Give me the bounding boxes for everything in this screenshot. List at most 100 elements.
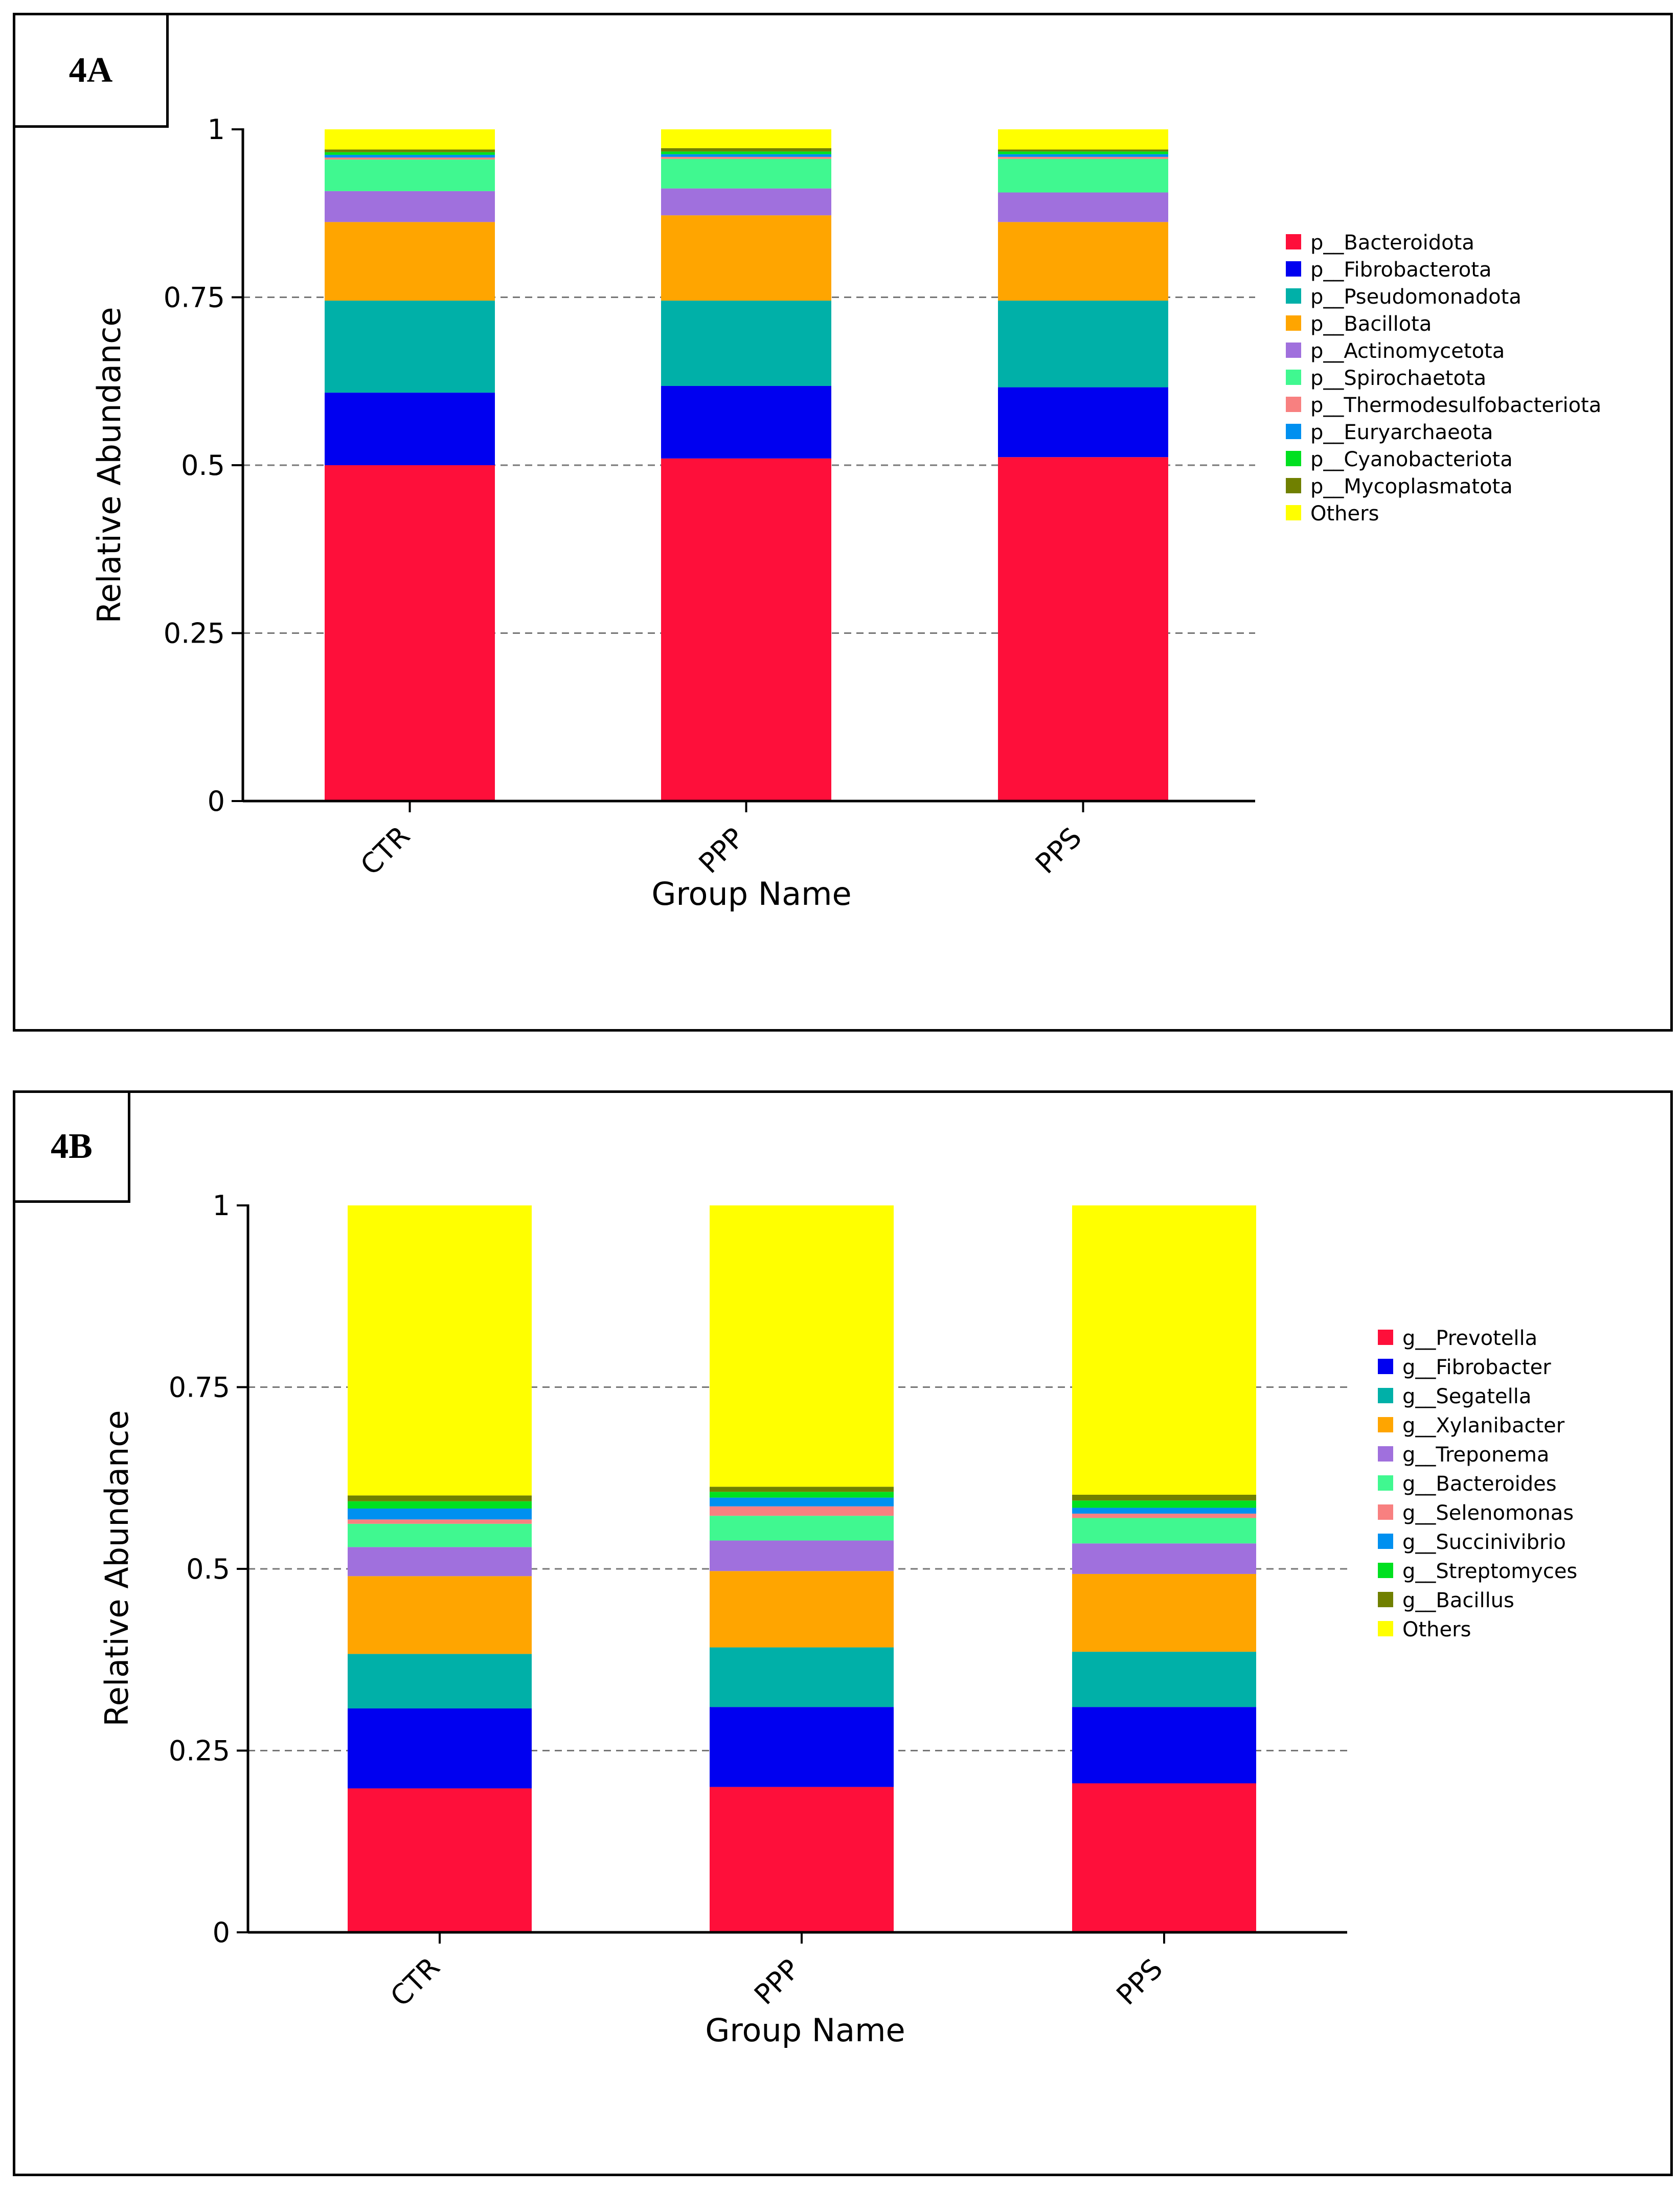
- bar-segment-ctr-g-treponema: [348, 1547, 532, 1577]
- bar-segment-pps-g-segatella: [1072, 1652, 1256, 1707]
- bar-segment-ctr-p-bacteroidota: [325, 465, 495, 801]
- legend-swatch: [1286, 451, 1301, 466]
- legend-swatch: [1286, 397, 1301, 412]
- x-tick-label-pps: PPS: [1029, 821, 1088, 880]
- y-tick-label-0.5: 0.5: [181, 449, 225, 482]
- legend-label-p-mycoplasmatota: p__Mycoplasmatota: [1310, 475, 1513, 498]
- bar-segment-pps-g-streptomyces: [1072, 1500, 1256, 1508]
- legend-swatch: [1378, 1475, 1393, 1491]
- bar-segment-pps-p-thermodesulfobacteriota: [998, 156, 1168, 159]
- bar-segment-ppp-others: [661, 129, 831, 148]
- legend-label-p-bacteroidota: p__Bacteroidota: [1310, 231, 1474, 255]
- legend-label-others: Others: [1310, 502, 1379, 526]
- y-tick-label-1: 1: [213, 1190, 230, 1222]
- legend-label-p-thermodesulfobacteriota: p__Thermodesulfobacteriota: [1310, 394, 1601, 417]
- legend-label-p-euryarchaeota: p__Euryarchaeota: [1310, 421, 1493, 444]
- legend-label-g-succinivibrio: g__Succinivibrio: [1402, 1531, 1566, 1554]
- bar-segment-pps-g-bacillus: [1072, 1494, 1256, 1501]
- y-tick-label-1: 1: [208, 113, 225, 146]
- bar-segment-ppp-p-spirochaetota: [661, 158, 831, 189]
- bar-segment-ppp-g-bacteroides: [710, 1516, 894, 1541]
- legend-swatch: [1286, 505, 1301, 520]
- x-tick-label-ppp: PPP: [693, 821, 751, 880]
- bar-segment-pps-p-bacillota: [998, 222, 1168, 301]
- legend-swatch: [1378, 1621, 1393, 1636]
- bar-segment-pps-g-treponema: [1072, 1543, 1256, 1574]
- legend-label-g-fibrobacter: g__Fibrobacter: [1402, 1356, 1551, 1379]
- bar-segment-ctr-p-cyanobacteriota: [325, 152, 495, 155]
- legend-label-p-pseudomonadota: p__Pseudomonadota: [1310, 285, 1522, 309]
- panel-4b: 4B CTR PPP PPS 0 0.25 0.5 0.75 1 Group Name Relat…: [13, 1090, 1673, 2176]
- stacked-bar-chart-genus: CTR PPP PPS 0 0.25 0.5 0.75 1 Group Name Relative…: [98, 1190, 1577, 2049]
- x-tick-label-ctr: CTR: [354, 819, 416, 881]
- bar-segment-ctr-p-mycoplasmatota: [325, 149, 495, 152]
- y-tick-label-0: 0: [213, 1916, 230, 1949]
- y-axis-title: Relative Abundance: [98, 1410, 135, 1727]
- bar-segment-ctr-p-bacillota: [325, 222, 495, 301]
- bar-segment-pps-p-pseudomonadota: [998, 301, 1168, 387]
- legend-label-g-prevotella: g__Prevotella: [1402, 1327, 1537, 1350]
- panel-4a: 4A CTR PPP PPS 0 0.25 0.5 0.75 1 Group Name Relat…: [13, 13, 1673, 1032]
- x-tick-label-ctr: CTR: [384, 1951, 446, 2013]
- bar-segment-ctr-p-euryarchaeota: [325, 154, 495, 158]
- bar-segment-ppp-p-thermodesulfobacteriota: [661, 156, 831, 159]
- stacked-bar-chart-phylum: CTR PPP PPS 0 0.25 0.5 0.75 1 Group Name Relative…: [90, 113, 1601, 912]
- legend-label-p-actinomycetota: p__Actinomycetota: [1310, 339, 1505, 363]
- legend-swatch: [1286, 315, 1301, 331]
- y-tick-label-0.25: 0.25: [169, 1735, 230, 1767]
- bar-segment-ctr-g-succinivibrio: [348, 1508, 532, 1520]
- bar-segment-pps-p-cyanobacteriota: [998, 151, 1168, 154]
- bar-segment-ppp-p-pseudomonadota: [661, 301, 831, 386]
- bar-segment-pps-p-mycoplasmatota: [998, 149, 1168, 152]
- bar-segment-ppp-g-treponema: [710, 1540, 894, 1571]
- bar-segment-ppp-others: [710, 1205, 894, 1487]
- bar-segment-ppp-g-selenomonas: [710, 1506, 894, 1516]
- bar-segment-pps-p-spirochaetota: [998, 158, 1168, 193]
- bar-segment-ppp-g-bacillus: [710, 1487, 894, 1492]
- y-tick-label-0: 0: [208, 785, 225, 817]
- legend-label-g-xylanibacter: g__Xylanibacter: [1402, 1414, 1565, 1437]
- bar-segment-ctr-others: [348, 1205, 532, 1496]
- panel-label-4b: 4B: [15, 1093, 130, 1203]
- legend-swatch: [1378, 1417, 1393, 1432]
- bar-segment-pps-g-succinivibrio: [1072, 1508, 1256, 1514]
- bar-segment-ppp-g-xylanibacter: [710, 1571, 894, 1648]
- bar-segment-ppp-p-bacillota: [661, 215, 831, 301]
- legend-swatch: [1286, 288, 1301, 304]
- legend-label-p-cyanobacteriota: p__Cyanobacteriota: [1310, 448, 1513, 471]
- y-axis-title: Relative Abundance: [90, 307, 128, 624]
- panel-label-4a: 4A: [15, 15, 169, 128]
- bar-segment-pps-others: [998, 129, 1168, 150]
- legend-swatch: [1378, 1388, 1393, 1403]
- bar-segment-pps-p-actinomycetota: [998, 192, 1168, 222]
- legend-swatch: [1378, 1504, 1393, 1520]
- legend-swatch: [1286, 234, 1301, 249]
- bar-segment-ppp-p-actinomycetota: [661, 188, 831, 216]
- legend-swatch: [1378, 1446, 1393, 1462]
- bar-segment-ctr-g-segatella: [348, 1654, 532, 1709]
- bar-segment-pps-p-bacteroidota: [998, 457, 1168, 801]
- bar-segment-ppp-p-mycoplasmatota: [661, 148, 831, 152]
- bar-segment-ppp-g-prevotella: [710, 1787, 894, 1932]
- legend-label-g-treponema: g__Treponema: [1402, 1443, 1549, 1467]
- bar-segment-ctr-g-xylanibacter: [348, 1576, 532, 1654]
- bar-segment-ctr-p-fibrobacterota: [325, 393, 495, 465]
- bar-segment-pps-g-bacteroides: [1072, 1518, 1256, 1544]
- legend-label-p-bacillota: p__Bacillota: [1310, 312, 1432, 336]
- bar-segment-ppp-g-fibrobacter: [710, 1707, 894, 1787]
- bar-segment-ctr-g-bacteroides: [348, 1523, 532, 1547]
- x-axis-title: Group Name: [651, 875, 851, 912]
- legend-label-g-bacillus: g__Bacillus: [1402, 1589, 1514, 1612]
- legend-swatch: [1378, 1359, 1393, 1374]
- bar-segment-ctr-p-thermodesulfobacteriota: [325, 157, 495, 160]
- bar-segment-pps-p-fibrobacterota: [998, 387, 1168, 458]
- legend-swatch: [1286, 261, 1301, 277]
- legend-label-g-streptomyces: g__Streptomyces: [1402, 1560, 1577, 1583]
- bar-segment-ctr-g-fibrobacter: [348, 1708, 532, 1789]
- legend-label-g-segatella: g__Segatella: [1402, 1385, 1531, 1408]
- x-axis-title: Group Name: [705, 2012, 905, 2049]
- legend-label-others: Others: [1402, 1618, 1471, 1641]
- bar-segment-ctr-p-pseudomonadota: [325, 301, 495, 393]
- legend-swatch: [1286, 343, 1301, 358]
- bar-segment-ctr-others: [325, 129, 495, 150]
